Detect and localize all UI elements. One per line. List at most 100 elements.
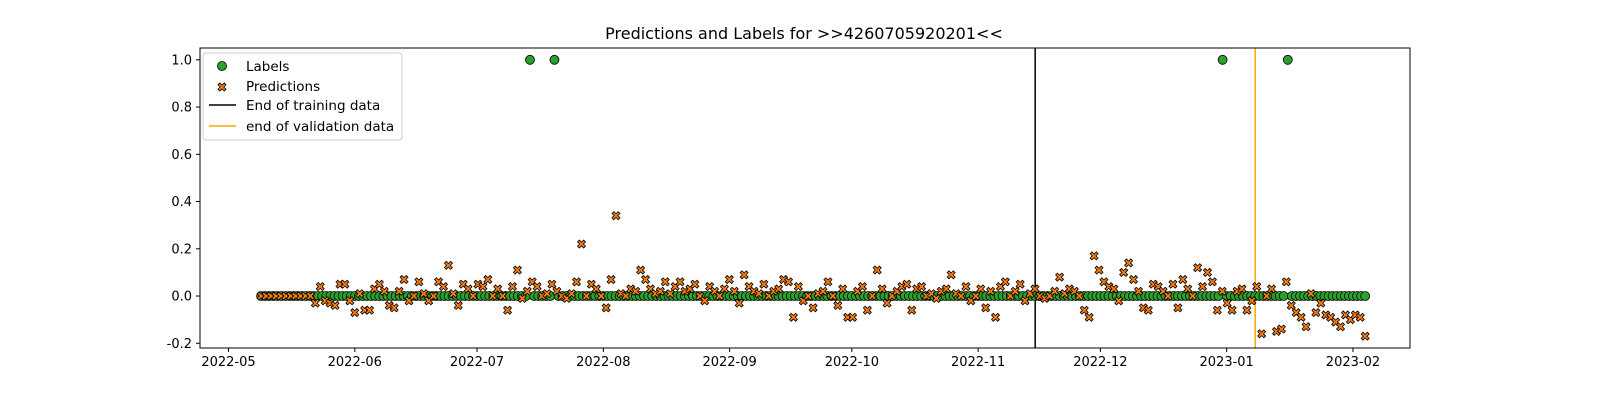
prediction-point: [862, 305, 872, 315]
prediction-point: [576, 239, 587, 249]
prediction-point: [1237, 284, 1247, 294]
x-axis: 2022-05 2022-06 2022-07 2022-08 2022-09 2022-…: [201, 348, 1380, 370]
prediction-point: [537, 291, 547, 301]
prediction-point: [1217, 286, 1227, 296]
prediction-point: [650, 289, 660, 299]
prediction-point: [310, 298, 320, 308]
prediction-point: [714, 291, 725, 301]
prediction-point: [522, 286, 532, 296]
y-tick-label: 0.0: [171, 290, 192, 305]
prediction-point: [1173, 303, 1183, 313]
prediction-point: [532, 282, 542, 292]
prediction-point: [330, 300, 340, 311]
prediction-point: [409, 291, 419, 301]
prediction-point: [1178, 274, 1188, 285]
labels-series: [256, 54, 1371, 301]
prediction-point: [729, 286, 739, 296]
prediction-point: [857, 282, 868, 292]
prediction-point: [641, 274, 651, 285]
prediction-point: [754, 289, 764, 299]
y-tick-label: 0.6: [171, 148, 192, 163]
prediction-point: [512, 265, 522, 275]
prediction-point: [542, 289, 552, 299]
prediction-point: [936, 286, 946, 296]
prediction-point: [1010, 286, 1020, 296]
prediction-point: [1252, 282, 1262, 292]
prediction-point: [931, 293, 941, 303]
prediction-point: [1050, 286, 1060, 296]
chart-title: Predictions and Labels for >>42607059202…: [605, 24, 1003, 43]
prediction-point: [1188, 291, 1198, 301]
prediction-point: [828, 291, 838, 301]
prediction-point: [567, 289, 577, 299]
prediction-point: [1084, 312, 1094, 322]
prediction-point: [1094, 265, 1104, 275]
prediction-point: [1163, 291, 1173, 301]
legend-labels-marker: [217, 61, 227, 71]
label-point: [1360, 291, 1371, 301]
prediction-point: [453, 300, 463, 311]
label-point: [1282, 54, 1293, 65]
prediction-point: [976, 284, 986, 294]
prediction-point: [788, 312, 798, 322]
x-tick-label: 2022-09: [702, 355, 756, 370]
prediction-point: [1074, 291, 1084, 301]
prediction-point: [596, 291, 606, 301]
x-tick-label: 2023-02: [1326, 355, 1380, 370]
prediction-point: [1079, 305, 1089, 315]
prediction-point: [907, 305, 917, 315]
vertical-lines: [1034, 48, 1256, 348]
prediction-point: [389, 303, 399, 313]
prediction-point: [690, 279, 700, 289]
prediction-point: [739, 270, 749, 280]
prediction-point: [429, 291, 439, 301]
prediction-point: [1133, 286, 1144, 296]
prediction-point: [517, 293, 527, 303]
prediction-point: [355, 289, 365, 299]
y-tick-label: 0.2: [171, 242, 192, 257]
prediction-point: [502, 305, 513, 315]
prediction-point: [1119, 267, 1129, 277]
prediction-point: [1276, 324, 1286, 334]
prediction-point: [655, 286, 665, 296]
prediction-point: [848, 312, 858, 322]
x-tick-label: 2022-08: [576, 355, 630, 370]
prediction-point: [1262, 291, 1272, 301]
prediction-point: [591, 284, 601, 294]
predictions-series: [256, 211, 1370, 341]
prediction-point: [340, 279, 350, 289]
x-tick-label: 2022-11: [951, 355, 1005, 370]
prediction-point: [448, 289, 458, 299]
x-tick-label: 2022-05: [201, 355, 255, 370]
prediction-point: [1089, 251, 1099, 261]
prediction-point: [1212, 305, 1222, 315]
prediction-point: [961, 282, 971, 292]
prediction-point: [872, 265, 882, 275]
prediction-point: [921, 291, 932, 301]
legend-predictions-marker: [217, 82, 227, 92]
prediction-point: [941, 284, 951, 294]
prediction-point: [1114, 296, 1124, 306]
plot-frame: [199, 47, 1411, 349]
prediction-point: [1128, 274, 1139, 285]
prediction-point: [507, 282, 518, 292]
prediction-point: [601, 303, 611, 313]
prediction-point: [419, 289, 429, 299]
prediction-point: [774, 284, 784, 294]
prediction-point: [1222, 298, 1232, 308]
prediction-point: [305, 291, 315, 301]
prediction-point: [793, 282, 803, 292]
prediction-point: [1030, 284, 1040, 294]
prediction-point: [813, 289, 823, 299]
prediction-point: [808, 303, 818, 313]
prediction-point: [990, 312, 1001, 322]
prediction-point: [1207, 277, 1217, 287]
prediction-point: [1311, 308, 1321, 318]
prediction-point: [1306, 289, 1316, 299]
prediction-point: [665, 289, 675, 299]
prediction-point: [897, 282, 907, 292]
prediction-point: [882, 298, 892, 308]
y-tick-label: 1.0: [171, 53, 192, 68]
prediction-point: [986, 286, 996, 296]
x-tick-label: 2022-07: [450, 355, 504, 370]
